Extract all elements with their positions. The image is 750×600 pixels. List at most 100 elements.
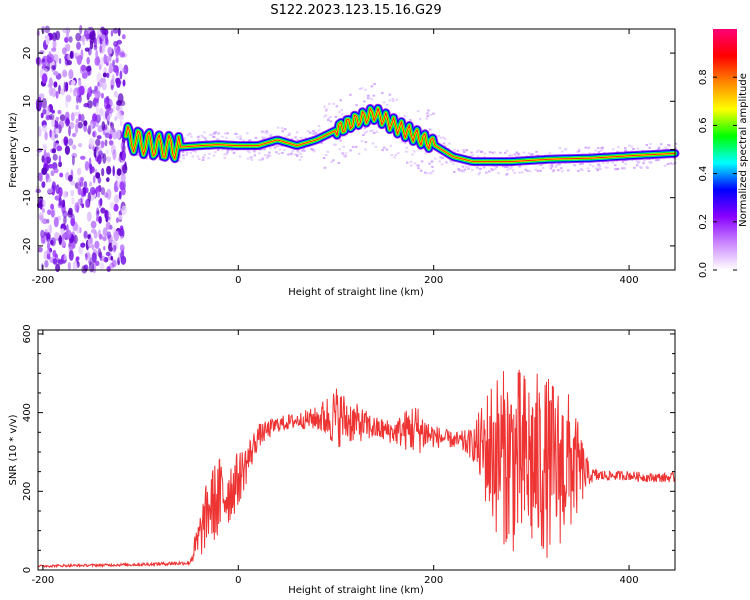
- halo-point: [476, 166, 479, 169]
- noise-blob: [111, 131, 118, 140]
- halo-point: [296, 149, 299, 152]
- noise-blob: [48, 86, 54, 97]
- noise-blob: [95, 138, 101, 147]
- halo-point: [513, 171, 517, 174]
- halo-point: [203, 153, 207, 156]
- noise-blob: [39, 50, 45, 55]
- snr-line: [37, 369, 676, 569]
- colorbar-tick-label: 0.6: [698, 117, 709, 133]
- halo-point: [265, 130, 269, 133]
- noise-blob: [72, 132, 77, 138]
- halo-point: [579, 168, 583, 171]
- halo-point: [550, 165, 554, 168]
- halo-point: [483, 152, 487, 155]
- noise-blob: [69, 87, 73, 93]
- noise-blob: [78, 85, 85, 96]
- halo-point: [325, 108, 328, 111]
- halo-point: [375, 130, 378, 133]
- halo-point: [296, 139, 300, 142]
- halo-point: [212, 154, 216, 157]
- halo-point: [265, 132, 269, 135]
- halo-point: [385, 103, 389, 106]
- noise-blob: [59, 114, 66, 122]
- halo-point: [196, 136, 200, 139]
- halo-point: [323, 105, 326, 108]
- snr-border: [37, 329, 676, 571]
- noise-blob: [101, 255, 106, 262]
- halo-point: [461, 149, 465, 152]
- halo-point: [388, 93, 392, 96]
- halo-point: [201, 136, 205, 138]
- noise-blob: [112, 74, 115, 82]
- halo-point: [317, 124, 321, 127]
- halo-point: [443, 145, 447, 148]
- halo-point: [363, 100, 366, 103]
- halo-point: [591, 165, 595, 168]
- halo-point: [338, 111, 341, 114]
- halo-point: [506, 168, 510, 171]
- noise-blob: [68, 69, 74, 80]
- spectrogram-y-axis-label: Frequency (Hz): [8, 112, 19, 188]
- halo-point: [535, 150, 538, 153]
- halo-point: [221, 135, 224, 138]
- noise-blob: [68, 250, 74, 261]
- halo-point: [476, 155, 480, 158]
- halo-point: [332, 102, 335, 105]
- noise-blob: [91, 189, 96, 195]
- noise-blob: [54, 133, 59, 139]
- halo-point: [615, 168, 619, 171]
- halo-point: [276, 126, 280, 129]
- noise-blob: [51, 60, 55, 67]
- halo-point: [663, 164, 667, 167]
- halo-point: [436, 135, 439, 138]
- spectrogram-panel: -200 0 200 400 -20 -10 0 10 20 Height of straig…: [8, 24, 680, 298]
- noise-blob: [106, 54, 112, 64]
- noise-blob: [50, 203, 54, 210]
- halo-point: [238, 155, 242, 158]
- halo-point: [381, 92, 384, 95]
- noise-blob: [95, 216, 99, 222]
- noise-blob: [114, 194, 120, 205]
- snr-content: [37, 369, 676, 569]
- halo-point: [236, 136, 239, 139]
- halo-point: [529, 170, 532, 173]
- halo-point: [226, 132, 229, 135]
- noise-blob: [101, 121, 106, 131]
- halo-point: [419, 169, 423, 172]
- halo-point: [360, 140, 364, 143]
- noise-blob: [38, 100, 43, 109]
- halo-point: [262, 138, 265, 140]
- halo-point: [488, 151, 492, 154]
- halo-point: [239, 137, 242, 140]
- halo-point: [317, 129, 321, 132]
- noise-blob: [85, 30, 90, 42]
- x-tick-label: 200: [424, 275, 443, 286]
- halo-point: [385, 148, 389, 151]
- noise-blob: [46, 56, 53, 64]
- y-tick-label: -20: [22, 238, 33, 254]
- halo-point: [342, 154, 346, 157]
- halo-point: [657, 158, 660, 161]
- halo-point: [223, 156, 226, 159]
- noise-blob: [55, 263, 61, 273]
- halo-point: [403, 115, 407, 118]
- halo-point: [326, 150, 329, 153]
- halo-point: [368, 97, 371, 100]
- halo-point: [478, 171, 481, 174]
- noise-blob: [81, 203, 84, 209]
- halo-point: [461, 165, 465, 168]
- halo-point: [312, 130, 315, 132]
- noise-blob: [41, 155, 45, 163]
- noise-blob: [77, 143, 83, 148]
- halo-point: [197, 158, 201, 160]
- noise-blob: [55, 184, 60, 195]
- noise-blob: [94, 56, 101, 66]
- noise-blob: [83, 181, 88, 189]
- noise-blob: [44, 131, 48, 141]
- noise-blob: [93, 231, 98, 239]
- halo-point: [329, 115, 332, 118]
- halo-point: [202, 156, 205, 159]
- noise-blob: [106, 165, 112, 175]
- halo-point: [405, 150, 408, 153]
- halo-point: [341, 152, 344, 155]
